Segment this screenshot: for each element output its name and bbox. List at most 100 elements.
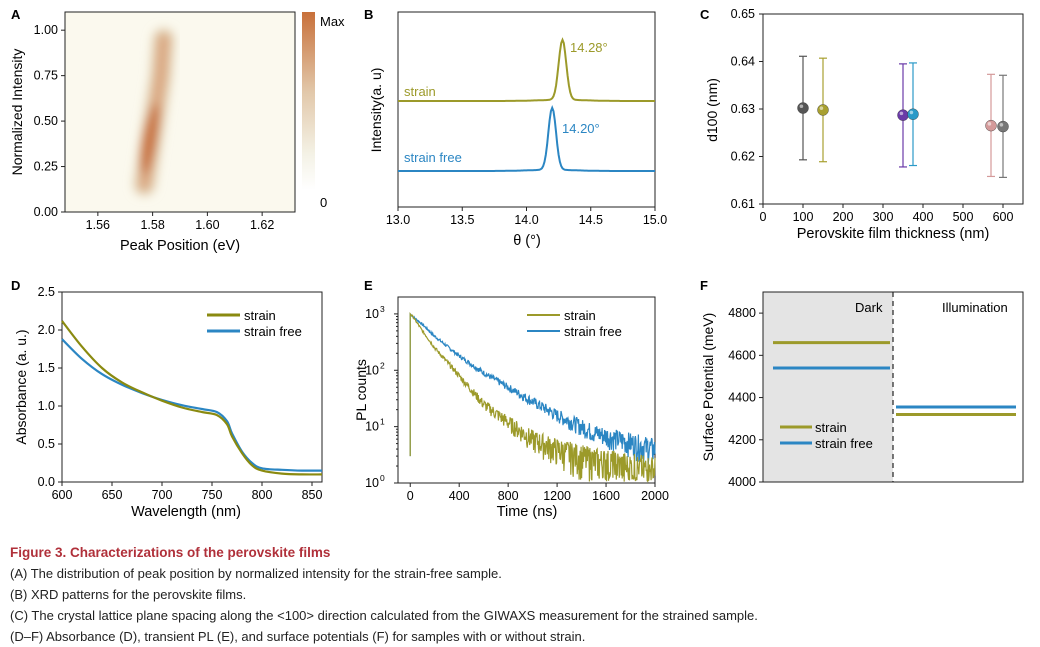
panel-d-xlabel: Wavelength (nm) — [131, 504, 241, 520]
x-tick-label: 2000 — [641, 489, 669, 503]
panel-b: B 13.0 13.5 14.0 14.5 15.0 strain strain fre… — [364, 7, 667, 249]
y-tick-label: 0.0 — [38, 475, 55, 489]
x-tick-label: 13.0 — [386, 213, 410, 227]
y-tick-label: 1.5 — [38, 361, 55, 375]
caption-line-d: (D–F) Absorbance (D), transient PL (E), … — [10, 629, 586, 644]
data-point-highlight — [819, 106, 824, 110]
x-tick-label: 800 — [252, 488, 273, 502]
x-tick-label: 700 — [152, 488, 173, 502]
caption-line-b: (B) XRD patterns for the perovskite film… — [10, 587, 247, 602]
x-tick-label: 600 — [993, 210, 1014, 224]
panel-c-ticks: 0 100 200 300 400 500 600 0.61 0.62 0.63 0.64 0.65 — [731, 7, 1014, 224]
y-tick-label: 4400 — [728, 391, 756, 405]
data-point — [985, 119, 997, 132]
panel-a-heatmap — [133, 28, 175, 196]
y-tick-label: 0.61 — [731, 197, 755, 211]
x-tick-label: 300 — [873, 210, 894, 224]
panel-f-ticks: 4000 4200 4400 4600 4800 — [728, 306, 763, 489]
panel-d: D 600 650 700 750 800 850 0.0 0.5 1.0 1.5 2.0 2.5 s… — [11, 278, 323, 520]
panel-b-ylabel: Intensity(a. u) — [368, 68, 384, 153]
panel-b-frame — [397, 11, 656, 208]
x-tick-label: 14.5 — [579, 213, 603, 227]
x-tick-label: 1200 — [543, 489, 571, 503]
panel-a-letter: A — [11, 7, 21, 22]
panel-f-letter: F — [700, 278, 708, 293]
panel-f-ylabel: Surface Potential (meV) — [700, 313, 716, 462]
y-tick-label: 0.50 — [34, 114, 58, 128]
x-tick-label: 200 — [833, 210, 854, 224]
x-tick-label: 400 — [913, 210, 934, 224]
panel-d-legend-strain: strain — [244, 308, 276, 323]
y-tick-label: 0.75 — [34, 69, 58, 83]
panel-c-xlabel: Perovskite film thickness (nm) — [797, 226, 990, 242]
x-tick-label: 14.0 — [514, 213, 538, 227]
panel-e-legend-strain-free: strain free — [564, 324, 622, 339]
x-tick-label: 400 — [449, 489, 470, 503]
panel-b-letter: B — [364, 7, 373, 22]
caption-line-c: (C) The crystal lattice plane spacing al… — [10, 608, 758, 623]
y-tick-label: 0.63 — [731, 102, 755, 116]
x-tick-label: 500 — [953, 210, 974, 224]
panel-f-dark-label: Dark — [855, 300, 883, 315]
panel-a-frame — [64, 11, 296, 213]
x-tick-label: 1.60 — [195, 218, 219, 232]
y-tick-label: 10 — [365, 363, 379, 377]
y-tick-label: 1.00 — [34, 23, 58, 37]
x-tick-label: 650 — [102, 488, 123, 502]
panel-f-legend-strain: strain — [815, 420, 847, 435]
y-tick-label: 0.5 — [38, 437, 55, 451]
panel-b-strain-free-label: strain free — [404, 150, 462, 165]
panel-f-legend-strain-free: strain free — [815, 436, 873, 451]
y-tick-exponent: 0 — [380, 473, 385, 483]
x-tick-label: 600 — [52, 488, 73, 502]
x-tick-label: 1.56 — [86, 218, 110, 232]
y-tick-label: 0.25 — [34, 160, 58, 174]
panel-e-ylabel: PL counts — [353, 359, 369, 421]
caption-title: Figure 3. Characterizations of the perov… — [10, 545, 331, 560]
x-tick-label: 1600 — [592, 489, 620, 503]
panel-d-legend-strain-free: strain free — [244, 324, 302, 339]
panel-b-xlabel: θ (°) — [513, 233, 541, 249]
panel-b-strain-free-line — [398, 104, 655, 172]
y-tick-exponent: 1 — [380, 417, 385, 427]
panel-e-letter: E — [364, 278, 373, 293]
panel-f-illumination-label: Illumination — [942, 300, 1008, 315]
x-tick-label: 850 — [302, 488, 323, 502]
x-tick-label: 800 — [498, 489, 519, 503]
panel-e-strain-line — [409, 312, 656, 483]
y-tick-label: 0.64 — [731, 55, 755, 69]
panel-e-strain-free-line — [409, 312, 656, 465]
data-point — [797, 102, 809, 114]
y-tick-label: 4200 — [728, 433, 756, 447]
y-tick-label: 10 — [365, 476, 379, 490]
x-tick-label: 100 — [793, 210, 814, 224]
data-point-highlight — [987, 122, 992, 126]
y-tick-label: 10 — [365, 307, 379, 321]
panel-b-strain-free-peak-label: 14.20° — [562, 121, 600, 136]
panel-a-plot-bg — [65, 12, 295, 212]
panel-d-frame — [61, 291, 323, 483]
heatmap-core — [140, 103, 160, 176]
x-tick-label: 13.5 — [450, 213, 474, 227]
panel-e-frame — [397, 296, 656, 484]
x-tick-label: 1.58 — [140, 218, 164, 232]
y-tick-exponent: 3 — [380, 304, 385, 314]
panel-a-xlabel: Peak Position (eV) — [120, 238, 240, 254]
data-point-highlight — [799, 104, 804, 109]
panel-d-letter: D — [11, 278, 20, 293]
panel-d-strain-line — [61, 320, 323, 476]
data-point-highlight — [909, 110, 914, 115]
y-tick-label: 0.00 — [34, 205, 58, 219]
heatmap-blob-group — [133, 28, 175, 196]
data-point — [907, 108, 919, 120]
panel-b-strain-label: strain — [404, 84, 436, 99]
y-tick-label: 1.0 — [38, 399, 55, 413]
y-tick-label: 10 — [365, 420, 379, 434]
panel-f-dark-region — [763, 292, 893, 482]
panel-d-ticks: 600 650 700 750 800 850 0.0 0.5 1.0 1.5 2.0 2.5 — [38, 285, 323, 502]
panel-b-strain-peak-label: 14.28° — [570, 40, 608, 55]
data-point — [997, 120, 1009, 133]
panel-d-ylabel: Absorbance (a. u.) — [13, 329, 29, 444]
panel-f-levels — [773, 341, 1016, 416]
